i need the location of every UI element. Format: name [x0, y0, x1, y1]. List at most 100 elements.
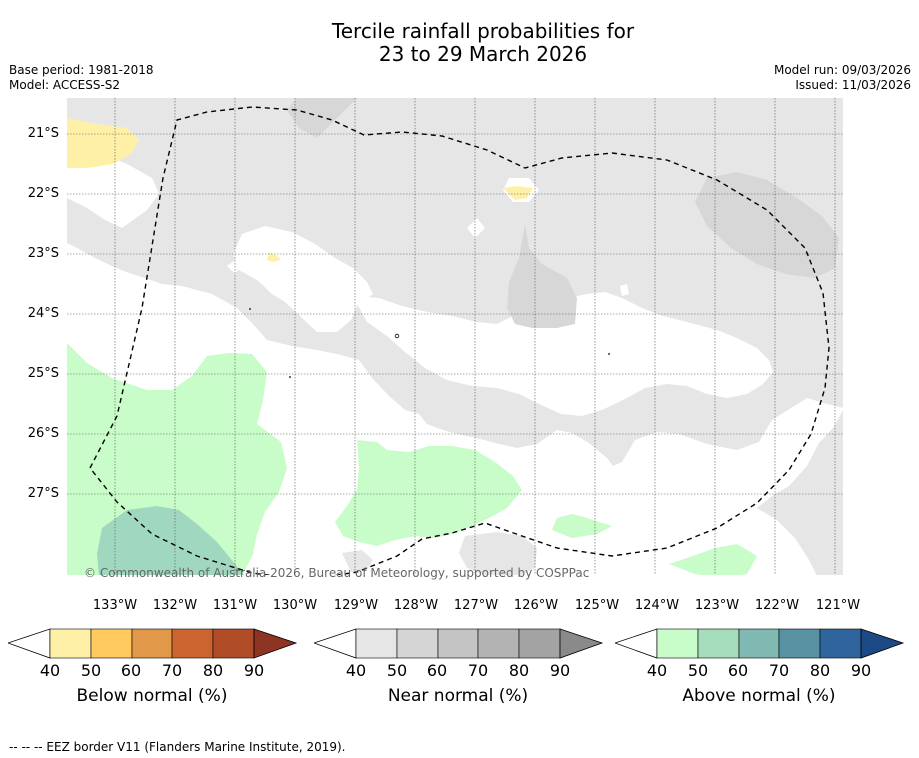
below-region-northwest [67, 118, 139, 168]
above-region-central [335, 440, 522, 546]
lon-label-129w: 129°W [333, 598, 379, 613]
above-tick-40: 40 [646, 661, 668, 680]
above-region-southeast [552, 514, 612, 538]
lat-label-27s: 27°S [27, 486, 59, 501]
colorbar-near-bin-3 [437, 628, 479, 659]
colorbar-below-bin-5 [212, 628, 255, 659]
white-gap-3 [353, 292, 773, 416]
lon-label-130w: 130°W [272, 598, 318, 613]
lat-label-23s: 23°S [27, 246, 59, 261]
near-region-east [757, 410, 843, 575]
colorbar-below [8, 628, 298, 659]
lon-label-124w: 124°W [634, 598, 680, 613]
lat-label-21s: 21°S [27, 126, 59, 141]
white-gaps [67, 156, 773, 416]
white-gap-1 [67, 156, 159, 228]
near-region-south [459, 532, 537, 575]
near-region-southwest [342, 550, 373, 572]
colorbar-below-max-extend [253, 628, 298, 659]
lon-label-128w: 128°W [393, 598, 439, 613]
lon-label-123w: 123°W [694, 598, 740, 613]
above-tick-80: 80 [809, 661, 831, 680]
near-tick-40: 40 [345, 661, 367, 680]
near-tick-50: 50 [386, 661, 408, 680]
probability-map [67, 98, 843, 575]
colorbar-below-bin-3 [131, 628, 173, 659]
colorbar-above-bin-5 [819, 628, 862, 659]
below-tick-90: 90 [243, 661, 265, 680]
island-markers [249, 308, 610, 378]
near-tick-70: 70 [467, 661, 489, 680]
lon-label-131w: 131°W [212, 598, 258, 613]
colorbar-near-bin-5 [518, 628, 561, 659]
model-run: Model run: 09/03/2026 [773, 63, 911, 77]
below-region-centre [503, 186, 533, 200]
colorbar-above-bin-2 [697, 628, 740, 659]
below-region-small [267, 252, 281, 262]
above-region-south [669, 544, 757, 575]
model-name: Model: ACCESS-S2 [9, 78, 121, 92]
near-tick-90: 90 [549, 661, 571, 680]
colorbar-below-bin-2 [90, 628, 133, 659]
copyright-notice: © Commonwealth of Australia 2026, Bureau… [84, 566, 590, 580]
colorbar-above-bin-3 [738, 628, 780, 659]
above-normal-regions [67, 343, 757, 575]
near-tick-80: 80 [508, 661, 530, 680]
below-tick-40: 40 [39, 661, 61, 680]
island-marker-1 [249, 308, 251, 310]
colorbar-below-min-extend [8, 628, 51, 659]
above-normal-label: Above normal (%) [682, 686, 836, 706]
above-tick-60: 60 [727, 661, 749, 680]
colorbar-above [615, 628, 905, 659]
near-mid-east [695, 172, 839, 278]
map-title: Tercile rainfall probabilities for 23 to… [0, 20, 919, 66]
gridlines [67, 98, 843, 575]
lon-label-126w: 126°W [513, 598, 559, 613]
colorbar-near-min-extend [314, 628, 357, 659]
lat-label-22s: 22°S [27, 186, 59, 201]
colorbar-above-min-extend [615, 628, 658, 659]
below-tick-70: 70 [161, 661, 183, 680]
colorbar-near [314, 628, 604, 659]
lon-label-122w: 122°W [754, 598, 800, 613]
lat-label-25s: 25°S [27, 366, 59, 381]
near-mid-north [287, 98, 357, 138]
eez-border [89, 106, 830, 575]
colorbar-near-max-extend [559, 628, 604, 659]
lon-label-121w: 121°W [815, 598, 861, 613]
meta-left: Base period: 1981-2018 Model: ACCESS-S2 [9, 63, 154, 93]
lon-label-127w: 127°W [453, 598, 499, 613]
above-tick-50: 50 [687, 661, 709, 680]
near-tick-60: 60 [426, 661, 448, 680]
lon-label-125w: 125°W [574, 598, 620, 613]
island-marker-4 [608, 353, 610, 355]
above-tick-90: 90 [850, 661, 872, 680]
above-mid-region [97, 506, 245, 575]
below-tick-60: 60 [120, 661, 142, 680]
colorbar-near-bin-2 [396, 628, 439, 659]
eez-footnote: -- -- -- EEZ border V11 (Flanders Marine… [9, 740, 346, 754]
title-line-2: 23 to 29 March 2026 [378, 42, 588, 66]
lon-label-133w: 133°W [92, 598, 138, 613]
lat-label-24s: 24°S [27, 306, 59, 321]
title-line-1: Tercile rainfall probabilities for [331, 19, 635, 43]
near-normal-label: Near normal (%) [387, 686, 529, 706]
meta-right: Model run: 09/03/2026 Issued: 11/03/2026 [774, 63, 911, 93]
below-normal-regions [67, 118, 533, 262]
island-marker-2 [394, 333, 400, 339]
below-tick-80: 80 [202, 661, 224, 680]
near-mid-centre [507, 224, 577, 328]
colorbar-above-max-extend [860, 628, 905, 659]
white-gap-7 [668, 354, 687, 368]
base-period: Base period: 1981-2018 [9, 63, 154, 77]
below-normal-label: Below normal (%) [76, 686, 228, 706]
near-mid-regions [287, 98, 839, 328]
white-gap-2 [233, 226, 373, 332]
white-gap-8 [620, 284, 629, 296]
colorbar-above-bin-1 [656, 628, 699, 659]
above-tick-70: 70 [768, 661, 790, 680]
colorbar-below-bin-1 [49, 628, 92, 659]
lon-label-132w: 132°W [152, 598, 198, 613]
issued-date: Issued: 11/03/2026 [795, 78, 911, 92]
colorbar-above-bin-4 [778, 628, 821, 659]
